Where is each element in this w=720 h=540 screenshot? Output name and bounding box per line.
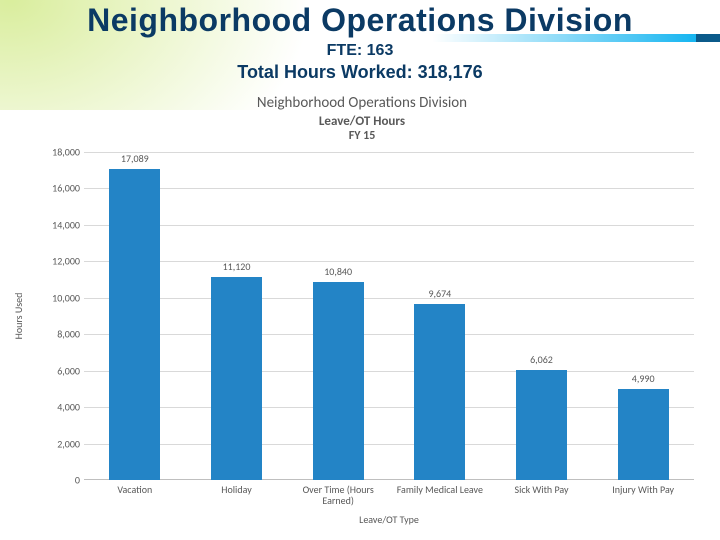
plot-area: 02,0004,0006,0008,00010,00012,00014,0001…: [84, 152, 694, 480]
y-tick-label: 12,000: [36, 255, 80, 268]
bar-value-label: 17,089: [105, 152, 165, 165]
x-axis-line: [84, 479, 694, 480]
category-label: Holiday: [192, 484, 282, 495]
y-tick-label: 16,000: [36, 182, 80, 195]
category-label: Over Time (Hours Earned): [293, 484, 383, 506]
bar: [516, 370, 567, 480]
bar: [109, 169, 160, 480]
bar: [618, 389, 669, 480]
y-tick-label: 18,000: [36, 146, 80, 159]
bar-value-label: 6,062: [512, 353, 572, 366]
y-tick-label: 4,000: [36, 401, 80, 414]
bar-value-label: 10,840: [308, 265, 368, 278]
fte-line: FTE: 163: [0, 42, 720, 60]
gridline: [84, 444, 694, 445]
bar-value-label: 11,120: [207, 260, 267, 273]
hours-line: Total Hours Worked: 318,176: [0, 62, 720, 83]
chart-title-line2: Leave/OT Hours: [14, 114, 710, 129]
chart-title-line1: Neighborhood Operations Division: [14, 94, 710, 112]
bar: [211, 277, 262, 480]
y-tick-label: 8,000: [36, 328, 80, 341]
category-label: Vacation: [90, 484, 180, 495]
y-tick-label: 2,000: [36, 437, 80, 450]
y-tick-label: 0: [36, 474, 80, 487]
gridline: [84, 298, 694, 299]
bar: [313, 282, 364, 480]
gridline: [84, 188, 694, 189]
page-title: Neighborhood Operations Division: [0, 2, 720, 39]
x-axis-label: Leave/OT Type: [84, 513, 694, 526]
gridline: [84, 225, 694, 226]
bar-value-label: 9,674: [410, 287, 470, 300]
y-tick-label: 10,000: [36, 291, 80, 304]
gridline: [84, 261, 694, 262]
y-axis-label: Hours Used: [12, 152, 28, 480]
chart-container: Neighborhood Operations Division Leave/O…: [14, 94, 710, 530]
chart-title-line3: FY 15: [14, 129, 710, 143]
bar: [414, 304, 465, 480]
gridline: [84, 334, 694, 335]
gridline: [84, 152, 694, 153]
bar-value-label: 4,990: [613, 372, 673, 385]
y-tick-label: 14,000: [36, 218, 80, 231]
y-tick-label: 6,000: [36, 364, 80, 377]
gridline: [84, 407, 694, 408]
category-label: Family Medical Leave: [395, 484, 485, 495]
category-label: Sick With Pay: [497, 484, 587, 495]
category-label: Injury With Pay: [598, 484, 688, 495]
gridline: [84, 371, 694, 372]
